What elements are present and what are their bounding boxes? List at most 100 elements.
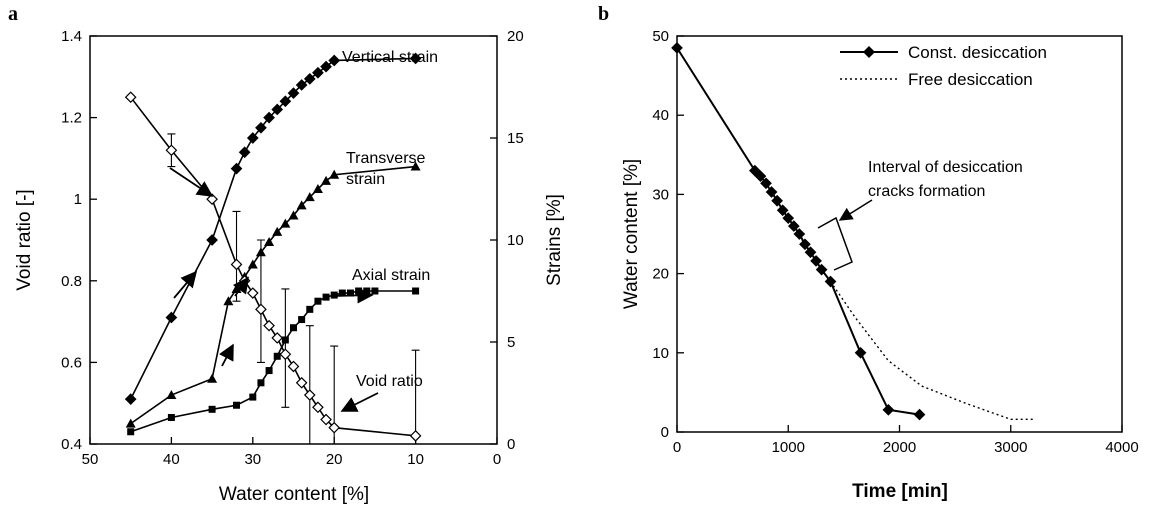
axis-ticks-a: 50 40 30 20 10 0 0.4 0.6 0.8 1 1.2 1.4 0 5 10 15 20 [61, 28, 524, 468]
y-axis-b-tick-label: 10 [652, 345, 669, 362]
data-point-a-2 [346, 289, 354, 297]
data-point-a-1 [166, 390, 177, 400]
data-point-b-0 [754, 170, 767, 183]
data-point-a-1 [296, 200, 307, 210]
data-point-a-3 [271, 332, 284, 344]
x-axis-a-tick-label: 50 [82, 451, 99, 468]
y2-axis-a-tick-label: 15 [507, 130, 524, 147]
data-point-a-0 [328, 54, 341, 67]
y2-axis-a-tick-label: 5 [507, 334, 515, 351]
data-point-a-2 [233, 401, 241, 409]
y-axis-title-a: Void ratio [-] [14, 189, 35, 290]
data-point-a-1 [312, 184, 323, 193]
data-point-a-0 [279, 95, 292, 108]
data-point-a-2 [257, 379, 265, 387]
interval-bracket [817, 216, 853, 271]
data-point-a-0 [287, 87, 300, 99]
data-point-b-0 [810, 255, 822, 267]
data-point-a-1 [223, 296, 234, 306]
error-bar [256, 239, 265, 363]
data-point-a-1 [288, 210, 299, 220]
legend-label-free: Free desiccation [908, 70, 1033, 89]
data-point-a-2 [208, 405, 216, 413]
data-point-b-0 [782, 212, 795, 225]
data-point-a-3 [328, 421, 341, 434]
error-bar [411, 349, 420, 445]
error-bar [281, 288, 290, 408]
error-bar [305, 325, 314, 445]
arrow-vertical-strain-path [173, 270, 198, 299]
data-point-b-0 [787, 220, 800, 232]
data-point-a-2 [322, 293, 330, 301]
x-axis-b-tick-label: 4000 [1105, 439, 1138, 456]
y-axis-b-tick-label: 30 [652, 186, 669, 203]
data-point-a-3 [124, 91, 137, 104]
data-point-b-0 [824, 275, 837, 288]
x-axis-b-tick-label: 3000 [994, 439, 1027, 456]
annotation-vertical-strain: Vertical strain [342, 49, 438, 66]
data-point-a-3 [263, 319, 275, 332]
series-lines-b [676, 47, 1033, 421]
data-point-a-0 [320, 60, 332, 73]
y2-axis-a-tick-label: 10 [507, 232, 524, 249]
y-axis-b-tick-label: 50 [652, 28, 669, 45]
arrow-void-ratio-path [169, 167, 214, 197]
data-point-a-2 [127, 428, 135, 436]
legend-marker-const [863, 46, 875, 58]
x-axis-a-tick-label: 30 [244, 451, 261, 468]
data-point-a-0 [246, 132, 259, 144]
annotation-strain: strain [346, 171, 385, 188]
panel-a: a 50 40 30 20 10 0 0.4 0.6 0.8 1 1.2 1.4 0 5 10 15 20 Ve… [8, 3, 565, 505]
y-axis-title-b: Water content [%] [621, 159, 642, 309]
data-point-a-1 [207, 373, 218, 383]
y-axis-b-tick-label: 40 [652, 107, 669, 124]
legend-b: Const. desiccation Free desiccation [840, 43, 1047, 89]
data-point-b-0 [776, 204, 789, 217]
arrow-transverse-strain-path [219, 343, 234, 367]
data-point-a-1 [280, 218, 291, 228]
data-point-b-0 [771, 194, 783, 207]
y-axis-b-tick-label: 0 [661, 424, 669, 441]
data-point-a-2 [314, 297, 322, 305]
data-point-a-1 [304, 192, 315, 202]
data-point-a-2 [290, 324, 297, 332]
annotation-void-ratio: Void ratio [356, 373, 423, 390]
arrow-void-ratio-label [340, 392, 379, 412]
data-point-b-0 [671, 42, 683, 54]
data-point-b-0 [854, 346, 867, 359]
arrows-a [169, 167, 379, 412]
series-line-b-1 [829, 281, 1033, 421]
data-point-a-2 [249, 393, 257, 401]
data-point-b-0 [882, 403, 895, 416]
y-axis-a-tick-label: 1.4 [61, 28, 82, 45]
data-point-b-0 [793, 228, 806, 240]
data-point-a-3 [230, 258, 243, 271]
y2-axis-a-tick-label: 0 [507, 436, 515, 453]
data-point-b-0 [913, 408, 926, 421]
data-point-b-0 [799, 238, 811, 251]
data-point-a-0 [271, 103, 284, 116]
data-point-a-1 [272, 226, 283, 236]
data-point-a-1 [329, 169, 340, 179]
data-point-a-1 [247, 259, 258, 269]
data-point-a-0 [303, 72, 316, 85]
data-point-a-0 [255, 121, 267, 134]
x-axis-a-tick-label: 40 [163, 451, 180, 468]
data-point-a-0 [124, 393, 137, 405]
data-point-a-2 [281, 336, 289, 344]
data-point-a-2 [338, 289, 346, 297]
data-point-a-2 [306, 305, 314, 313]
y2-axis-a-tick-label: 20 [507, 28, 524, 45]
data-point-a-0 [295, 79, 308, 91]
data-point-a-2 [298, 316, 306, 324]
data-point-a-3 [320, 413, 332, 426]
data-point-a-1 [321, 175, 332, 185]
y2-axis-title-a: Strains [%] [544, 194, 565, 286]
data-point-a-3 [238, 274, 251, 287]
data-point-a-3 [165, 144, 178, 157]
data-point-a-2 [265, 367, 273, 375]
y-axis-a-tick-label: 1 [74, 191, 82, 208]
data-point-a-2 [371, 287, 379, 295]
y-axis-a-tick-label: 0.8 [61, 273, 82, 290]
data-point-a-0 [263, 111, 275, 124]
